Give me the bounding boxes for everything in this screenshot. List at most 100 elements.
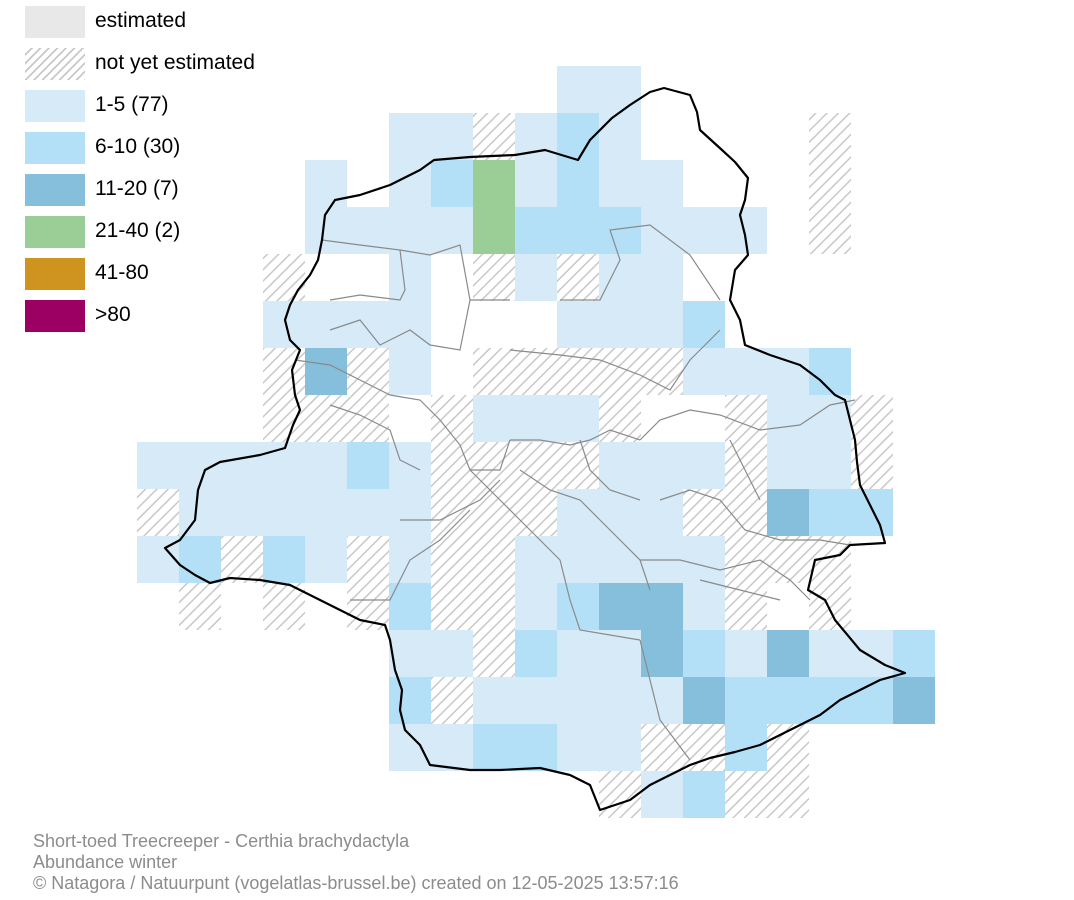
grid-cell-6-10 (893, 630, 935, 677)
grid-cell-not-yet-estimated (431, 677, 473, 724)
grid-cell-1-5 (851, 630, 893, 677)
grid-cell-1-5 (473, 395, 515, 442)
grid-cell-1-5 (263, 489, 305, 536)
legend-swatch (25, 6, 85, 38)
grid-cell-1-5 (725, 630, 767, 677)
grid-cell-not-yet-estimated (263, 583, 305, 630)
grid-cell-1-5 (263, 301, 305, 348)
map-footer: Short-toed Treecreeper - Certhia brachyd… (33, 831, 679, 894)
grid-cell-6-10 (473, 724, 515, 771)
grid-cell-not-yet-estimated (683, 724, 725, 771)
grid-cell-1-5 (599, 630, 641, 677)
grid-cell-6-10 (809, 348, 851, 395)
grid-cell-6-10 (347, 442, 389, 489)
grid-cell-1-5 (599, 254, 641, 301)
grid-cell-1-5 (809, 442, 851, 489)
legend-label: 41-80 (95, 261, 149, 284)
grid-cell-1-5 (599, 677, 641, 724)
grid-cell-1-5 (305, 536, 347, 583)
grid-cell-1-5 (557, 536, 599, 583)
legend-label: 21-40 (2) (95, 219, 181, 242)
legend-swatch (25, 174, 85, 206)
grid-cell-1-5 (389, 348, 431, 395)
grid-cell-not-yet-estimated (431, 536, 473, 583)
grid-cell-1-5 (683, 442, 725, 489)
grid-cell-1-5 (263, 442, 305, 489)
grid-cell-not-yet-estimated (557, 254, 599, 301)
grid-cell-11-20 (641, 630, 683, 677)
grid-cell-1-5 (389, 630, 431, 677)
grid-cell-6-10 (515, 630, 557, 677)
grid-cell-1-5 (557, 301, 599, 348)
grid-cell-1-5 (599, 113, 641, 160)
grid-cell-not-yet-estimated (263, 254, 305, 301)
grid-cell-1-5 (515, 395, 557, 442)
grid-cell-6-10 (179, 536, 221, 583)
grid-cell-6-10 (389, 677, 431, 724)
grid-cell-1-5 (599, 301, 641, 348)
grid-cell-not-yet-estimated (809, 160, 851, 207)
grid-cell-11-20 (641, 583, 683, 630)
legend-swatch (25, 300, 85, 332)
grid-cell-6-10 (683, 301, 725, 348)
grid-cell-not-yet-estimated (179, 583, 221, 630)
grid-cell-not-yet-estimated (137, 489, 179, 536)
grid-cells (137, 66, 935, 818)
grid-cell-not-yet-estimated (809, 207, 851, 254)
grid-cell-1-5 (389, 113, 431, 160)
grid-cell-1-5 (515, 160, 557, 207)
legend-swatch (25, 132, 85, 164)
grid-cell-1-5 (137, 442, 179, 489)
grid-cell-not-yet-estimated (725, 771, 767, 818)
grid-cell-not-yet-estimated (767, 771, 809, 818)
grid-cell-not-yet-estimated (473, 583, 515, 630)
grid-cell-1-5 (683, 536, 725, 583)
grid-cell-6-10 (389, 583, 431, 630)
grid-cell-6-10 (263, 536, 305, 583)
grid-cell-not-yet-estimated (725, 442, 767, 489)
grid-cell-not-yet-estimated (473, 442, 515, 489)
grid-cell-1-5 (347, 489, 389, 536)
grid-cell-not-yet-estimated (347, 583, 389, 630)
grid-cell-not-yet-estimated (809, 583, 851, 630)
grid-cell-not-yet-estimated (221, 536, 263, 583)
grid-cell-11-20 (893, 677, 935, 724)
grid-cell-1-5 (767, 395, 809, 442)
grid-cell-1-5 (431, 630, 473, 677)
grid-cell-6-10 (809, 489, 851, 536)
grid-cell-1-5 (431, 113, 473, 160)
grid-cell-1-5 (641, 301, 683, 348)
grid-cell-1-5 (515, 536, 557, 583)
grid-cell-11-20 (683, 677, 725, 724)
grid-cell-1-5 (641, 207, 683, 254)
grid-cell-6-10 (431, 160, 473, 207)
grid-cell-1-5 (683, 348, 725, 395)
legend-label: >80 (95, 303, 131, 326)
grid-cell-not-yet-estimated (515, 348, 557, 395)
grid-cell-not-yet-estimated (473, 630, 515, 677)
grid-cell-1-5 (557, 724, 599, 771)
grid-cell-1-5 (725, 348, 767, 395)
grid-cell-1-5 (557, 66, 599, 113)
grid-cell-not-yet-estimated (473, 254, 515, 301)
credit-line: © Natagora / Natuurpunt (vogelatlas-brus… (33, 873, 679, 893)
legend-swatch (25, 90, 85, 122)
grid-cell-not-yet-estimated (641, 348, 683, 395)
grid-cell-1-5 (389, 254, 431, 301)
grid-cell-1-5 (305, 301, 347, 348)
grid-cell-1-5 (599, 489, 641, 536)
grid-cell-not-yet-estimated (809, 113, 851, 160)
grid-cell-not-yet-estimated (599, 348, 641, 395)
grid-cell-1-5 (557, 677, 599, 724)
grid-cell-11-20 (599, 583, 641, 630)
grid-cell-not-yet-estimated (263, 395, 305, 442)
grid-cell-1-5 (599, 536, 641, 583)
legend-label: 1-5 (77) (95, 93, 169, 116)
grid-cell-1-5 (809, 630, 851, 677)
grid-cell-not-yet-estimated (473, 489, 515, 536)
grid-cell-not-yet-estimated (767, 536, 809, 583)
grid-cell-11-20 (767, 630, 809, 677)
grid-cell-1-5 (599, 442, 641, 489)
grid-cell-1-5 (767, 442, 809, 489)
